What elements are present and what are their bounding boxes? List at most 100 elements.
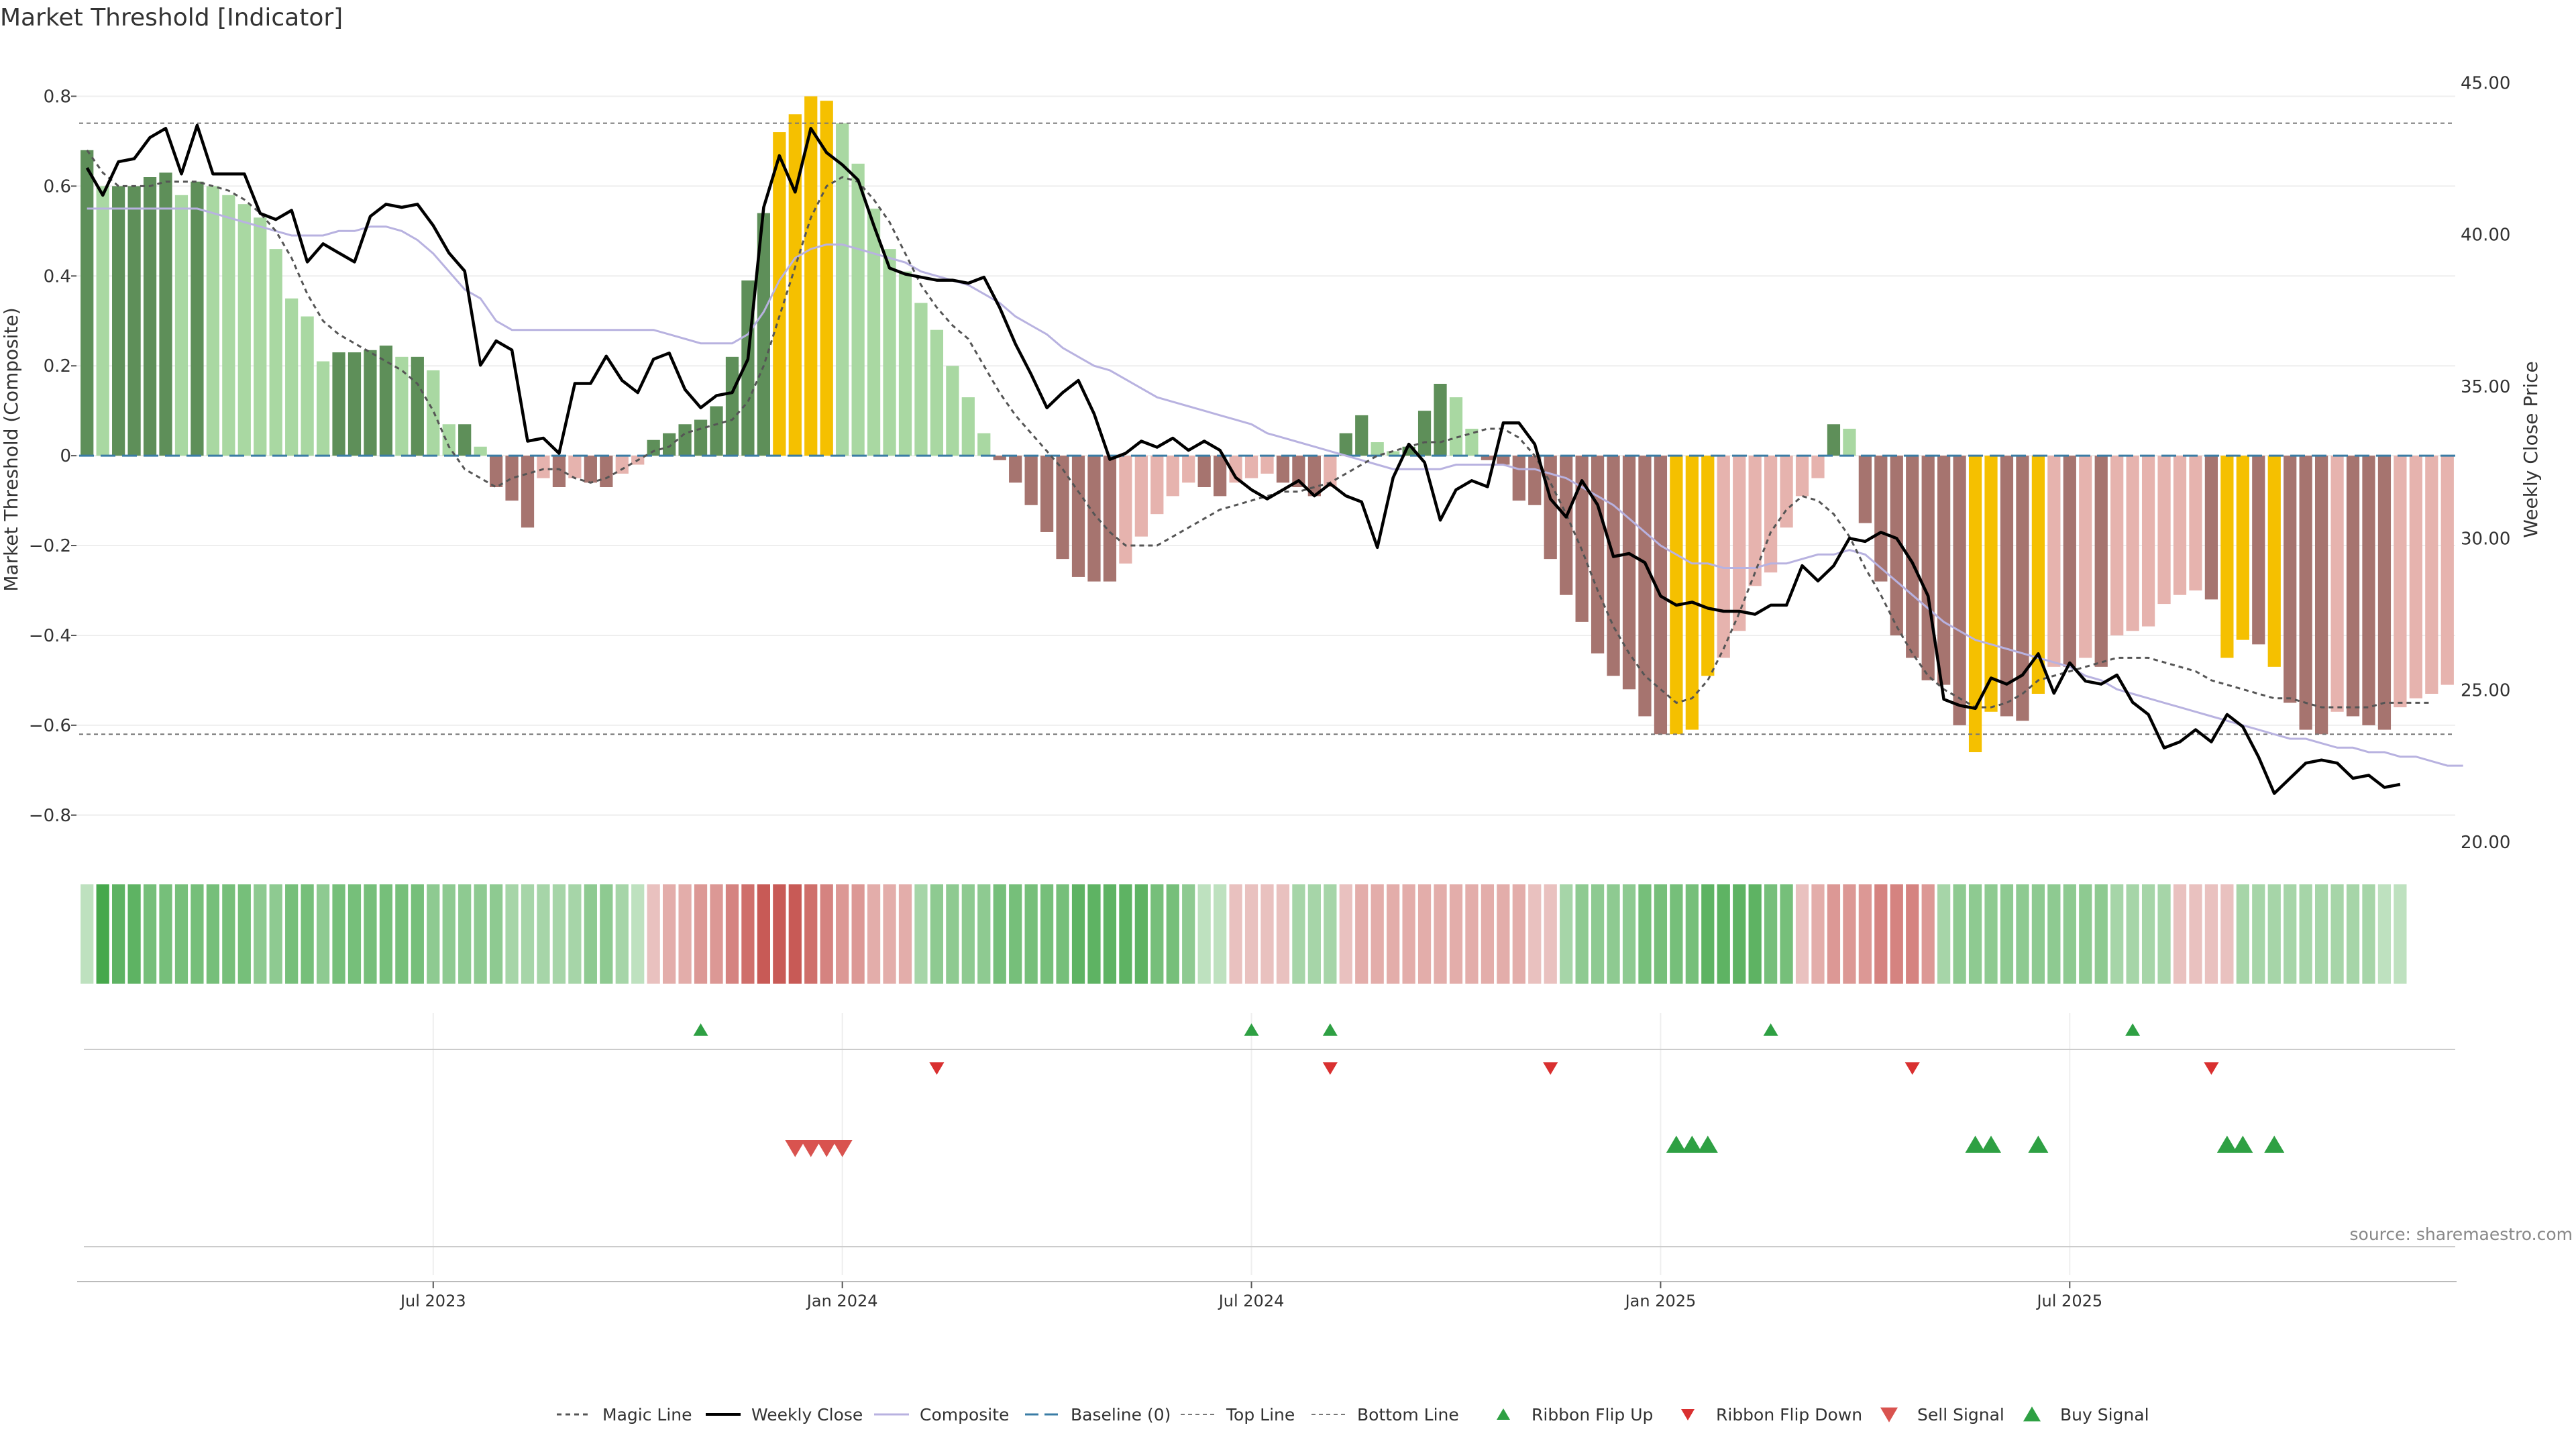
ribbon-cell [427, 884, 440, 984]
ribbon-cell [804, 884, 818, 984]
composite-bar [1544, 456, 1557, 560]
composite-bar [647, 439, 660, 456]
composite-bar [2409, 456, 2422, 698]
ribbon-cell [254, 884, 267, 984]
composite-bar [285, 298, 299, 456]
ribbon-cell [174, 884, 189, 984]
ribbon-cell [2362, 884, 2375, 984]
composite-bar [710, 406, 723, 456]
composite-bar [2346, 456, 2360, 717]
composite-bar [2189, 456, 2202, 590]
y-tick-label: 0.4 [44, 266, 71, 287]
composite-bar [1307, 456, 1321, 497]
ribbon-cell [1795, 884, 1809, 984]
ribbon-cell [2110, 884, 2124, 984]
ribbon-cell [2314, 884, 2328, 984]
ribbon-cell [1229, 884, 1242, 984]
ribbon-cell [143, 884, 157, 984]
ribbon-cell [1402, 884, 1415, 984]
composite-bar [836, 123, 849, 456]
buy-signal-marker [1965, 1135, 1986, 1153]
legend-label: Bottom Line [1357, 1405, 1459, 1424]
ribbon-cell [347, 884, 362, 984]
ribbon-cell [1355, 884, 1368, 984]
composite-bar [1449, 397, 1463, 456]
ribbon-cell [316, 884, 330, 984]
ribbon-cell [663, 884, 676, 984]
y-tick-label: 0 [60, 446, 71, 466]
y-tick-label: −0.6 [29, 716, 71, 736]
y2-tick-label: 30.00 [2461, 529, 2510, 549]
composite-bar [1103, 456, 1117, 582]
ribbon-cell [1748, 884, 1762, 984]
composite-bar [1009, 456, 1022, 483]
composite-bar [1733, 456, 1746, 631]
ribbon-cell [977, 884, 991, 984]
ribbon-cell [1087, 884, 1101, 984]
ribbon-flip-up-marker [1322, 1023, 1338, 1036]
ribbon-cell [1811, 884, 1825, 984]
composite-bar [254, 217, 267, 456]
composite-bar [1795, 456, 1809, 497]
ribbon-cell [237, 884, 251, 984]
legend-label: Baseline (0) [1071, 1405, 1171, 1424]
sell-signal-marker [785, 1140, 806, 1157]
composite-bar [2047, 456, 2061, 667]
ribbon-cell [1827, 884, 1841, 984]
y-tick-label: −0.2 [29, 536, 71, 556]
composite-bar [1560, 456, 1573, 595]
ribbon-cell [2094, 884, 2108, 984]
composite-bar [1276, 456, 1290, 483]
legend-swatch-buy [2023, 1406, 2041, 1422]
composite-bar [2425, 456, 2438, 694]
legend-label: Weekly Close [751, 1405, 863, 1424]
ribbon-cell [2236, 884, 2249, 984]
composite-bar [1166, 456, 1179, 497]
composite-bar [1670, 456, 1683, 735]
composite-bar [474, 446, 487, 456]
ribbon-cell [332, 884, 345, 984]
buy-signal-marker [2028, 1135, 2049, 1153]
ribbon-cell [993, 884, 1006, 984]
y-tick-label: −0.4 [29, 626, 71, 646]
ribbon-flip-down-marker [2204, 1062, 2219, 1075]
buy-signal-marker [1682, 1135, 1703, 1153]
ribbon-cell [1937, 884, 1951, 984]
composite-bar [1528, 456, 1542, 505]
ribbon-cell [285, 884, 299, 984]
y-axis-label: Market Threshold (Composite) [0, 307, 22, 591]
ribbon-flip-down-marker [929, 1062, 945, 1075]
composite-bar [1497, 456, 1510, 465]
ribbon-cell [2204, 884, 2218, 984]
composite-bar [1591, 456, 1605, 654]
ribbon-cell [867, 884, 881, 984]
y2-tick-label: 25.00 [2461, 681, 2510, 701]
ribbon-cell [2047, 884, 2061, 984]
legend-item: Sell Signal [1880, 1405, 2004, 1424]
ribbon-cell [442, 884, 455, 984]
ribbon-cell [836, 884, 849, 984]
ribbon-cell [2252, 884, 2265, 984]
ribbon-cell [1843, 884, 1856, 984]
composite-bar [600, 456, 613, 487]
ribbon-cell [1481, 884, 1495, 984]
y2-tick-label: 35.00 [2461, 377, 2510, 397]
legend-swatch-sell [1880, 1407, 1898, 1422]
ribbon-cell [1465, 884, 1479, 984]
composite-bar [584, 456, 597, 483]
composite-bar [1921, 456, 1935, 680]
ribbon-cell [1260, 884, 1274, 984]
ribbon-cell [191, 884, 204, 984]
composite-bar [1512, 456, 1525, 501]
y2-axis-label: Weekly Close Price [2520, 361, 2542, 537]
legend-item: Magic Line [557, 1405, 692, 1424]
ribbon-cell [741, 884, 755, 984]
composite-bar [1984, 456, 1998, 712]
ribbon-strip [80, 884, 2407, 984]
ribbon-cell [568, 884, 582, 984]
composite-bar [80, 150, 94, 456]
ribbon-cell [489, 884, 503, 984]
legend-swatch-flip-up [1497, 1408, 1510, 1420]
x-tick-label: Jan 2025 [1624, 1292, 1697, 1310]
